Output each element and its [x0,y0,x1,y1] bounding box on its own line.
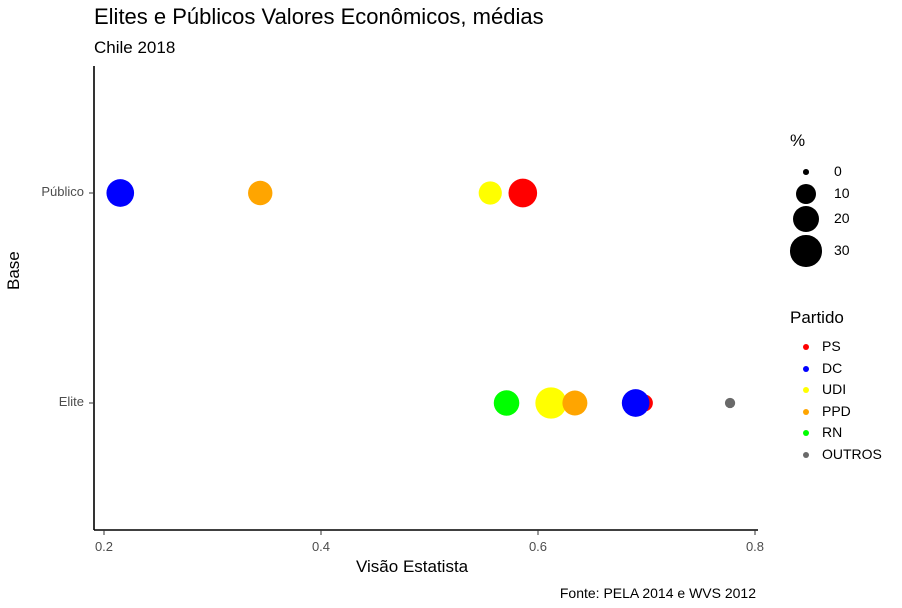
color-legend-label: DC [822,359,843,376]
data-point-rn-elite [493,390,520,416]
x-tick-label: 0.4 [311,539,331,554]
data-point-udi-publico [478,181,502,205]
color-legend-key-udi [803,387,809,394]
color-legend-label: UDI [822,381,847,398]
data-point-dc-elite [621,389,650,417]
y-tick-label: Público [41,184,84,199]
data-point-dc-publico [106,179,135,207]
color-legend-key-dc [803,365,809,372]
color-legend-key-rn [803,430,809,437]
data-point-ppd-elite [562,390,588,416]
size-legend-title: % [790,131,806,150]
size-legend-label: 10 [834,185,850,201]
size-legend-label: 30 [834,242,850,258]
y-tick-label: Elite [58,394,84,409]
data-point-ps-publico [508,178,538,208]
y-axis-label: Base [4,251,23,290]
color-legend-key-outros [803,452,809,458]
color-legend-title: Partido [790,308,844,327]
data-point-ppd-publico [248,180,273,206]
size-legend-key [792,205,820,233]
data-point-outros-elite [724,397,736,409]
color-legend-label: OUTROS [822,446,882,462]
x-axis-label: Visão Estatista [356,557,469,576]
chart-caption: Fonte: PELA 2014 e WVS 2012 [559,585,756,601]
size-legend-key [803,169,809,175]
size-legend-label: 0 [834,163,842,179]
x-tick-label: 0.6 [528,539,548,554]
chart-subtitle: Chile 2018 [94,38,176,57]
color-legend-key-ps [803,344,809,350]
x-tick-label: 0.8 [745,539,765,554]
size-legend-key [795,183,817,205]
data-point-udi-elite [535,387,567,419]
size-legend-label: 20 [834,210,850,226]
color-legend-label: PPD [822,402,851,419]
color-legend-label: RN [822,424,843,441]
color-legend-label: PS [822,338,841,354]
x-tick-label: 0.2 [94,539,114,554]
size-legend-key [790,235,822,267]
chart-title: Elites e Públicos Valores Econômicos, mé… [94,4,544,29]
color-legend-key-ppd [803,408,809,415]
